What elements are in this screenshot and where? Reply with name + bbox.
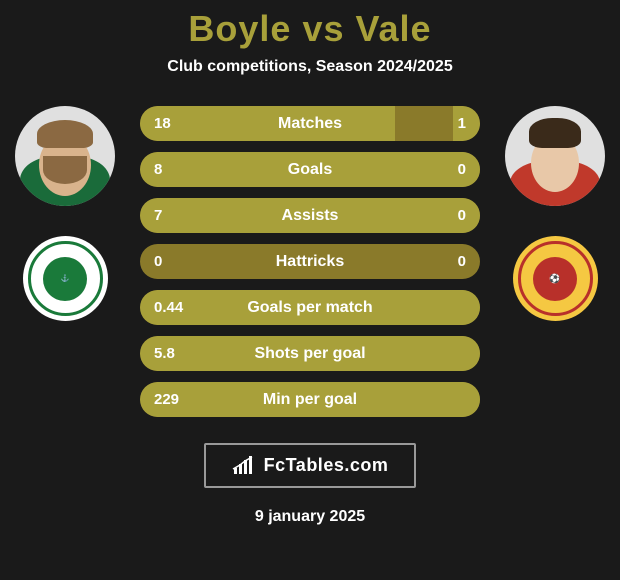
stat-label: Goals per match: [140, 299, 480, 317]
player-right-avatar: [505, 106, 605, 206]
stat-label: Shots per goal: [140, 345, 480, 363]
stat-row: 0.44Goals per match: [140, 290, 480, 325]
stat-row: 5.8Shots per goal: [140, 336, 480, 371]
stat-label: Hattricks: [140, 253, 480, 271]
stat-value-right: 0: [458, 207, 466, 224]
stat-label: Matches: [140, 115, 480, 133]
stat-value-right: 0: [458, 161, 466, 178]
player-left-column: ⚓: [10, 106, 120, 417]
brand-text: FcTables.com: [264, 455, 389, 476]
stat-label: Min per goal: [140, 391, 480, 409]
stat-row: 8Goals0: [140, 152, 480, 187]
club-left-badge: ⚓: [23, 236, 108, 321]
player-left-avatar: [15, 106, 115, 206]
page-title: Boyle vs Vale: [188, 8, 431, 50]
stat-value-right: 1: [458, 115, 466, 132]
stats-column: 18Matches18Goals07Assists00Hattricks00.4…: [120, 106, 500, 417]
club-right-badge: ⚽: [513, 236, 598, 321]
player-right-column: ⚽: [500, 106, 610, 417]
date-label: 9 january 2025: [255, 508, 365, 526]
brand-box: FcTables.com: [204, 443, 417, 488]
chart-icon: [232, 456, 256, 476]
content-row: ⚓ 18Matches18Goals07Assists00Hattricks00…: [0, 106, 620, 417]
stat-value-right: 0: [458, 253, 466, 270]
stat-row: 0Hattricks0: [140, 244, 480, 279]
page-subtitle: Club competitions, Season 2024/2025: [167, 58, 452, 76]
stat-row: 229Min per goal: [140, 382, 480, 417]
stat-row: 7Assists0: [140, 198, 480, 233]
stat-row: 18Matches1: [140, 106, 480, 141]
stat-label: Goals: [140, 161, 480, 179]
stat-label: Assists: [140, 207, 480, 225]
main-container: Boyle vs Vale Club competitions, Season …: [0, 0, 620, 580]
